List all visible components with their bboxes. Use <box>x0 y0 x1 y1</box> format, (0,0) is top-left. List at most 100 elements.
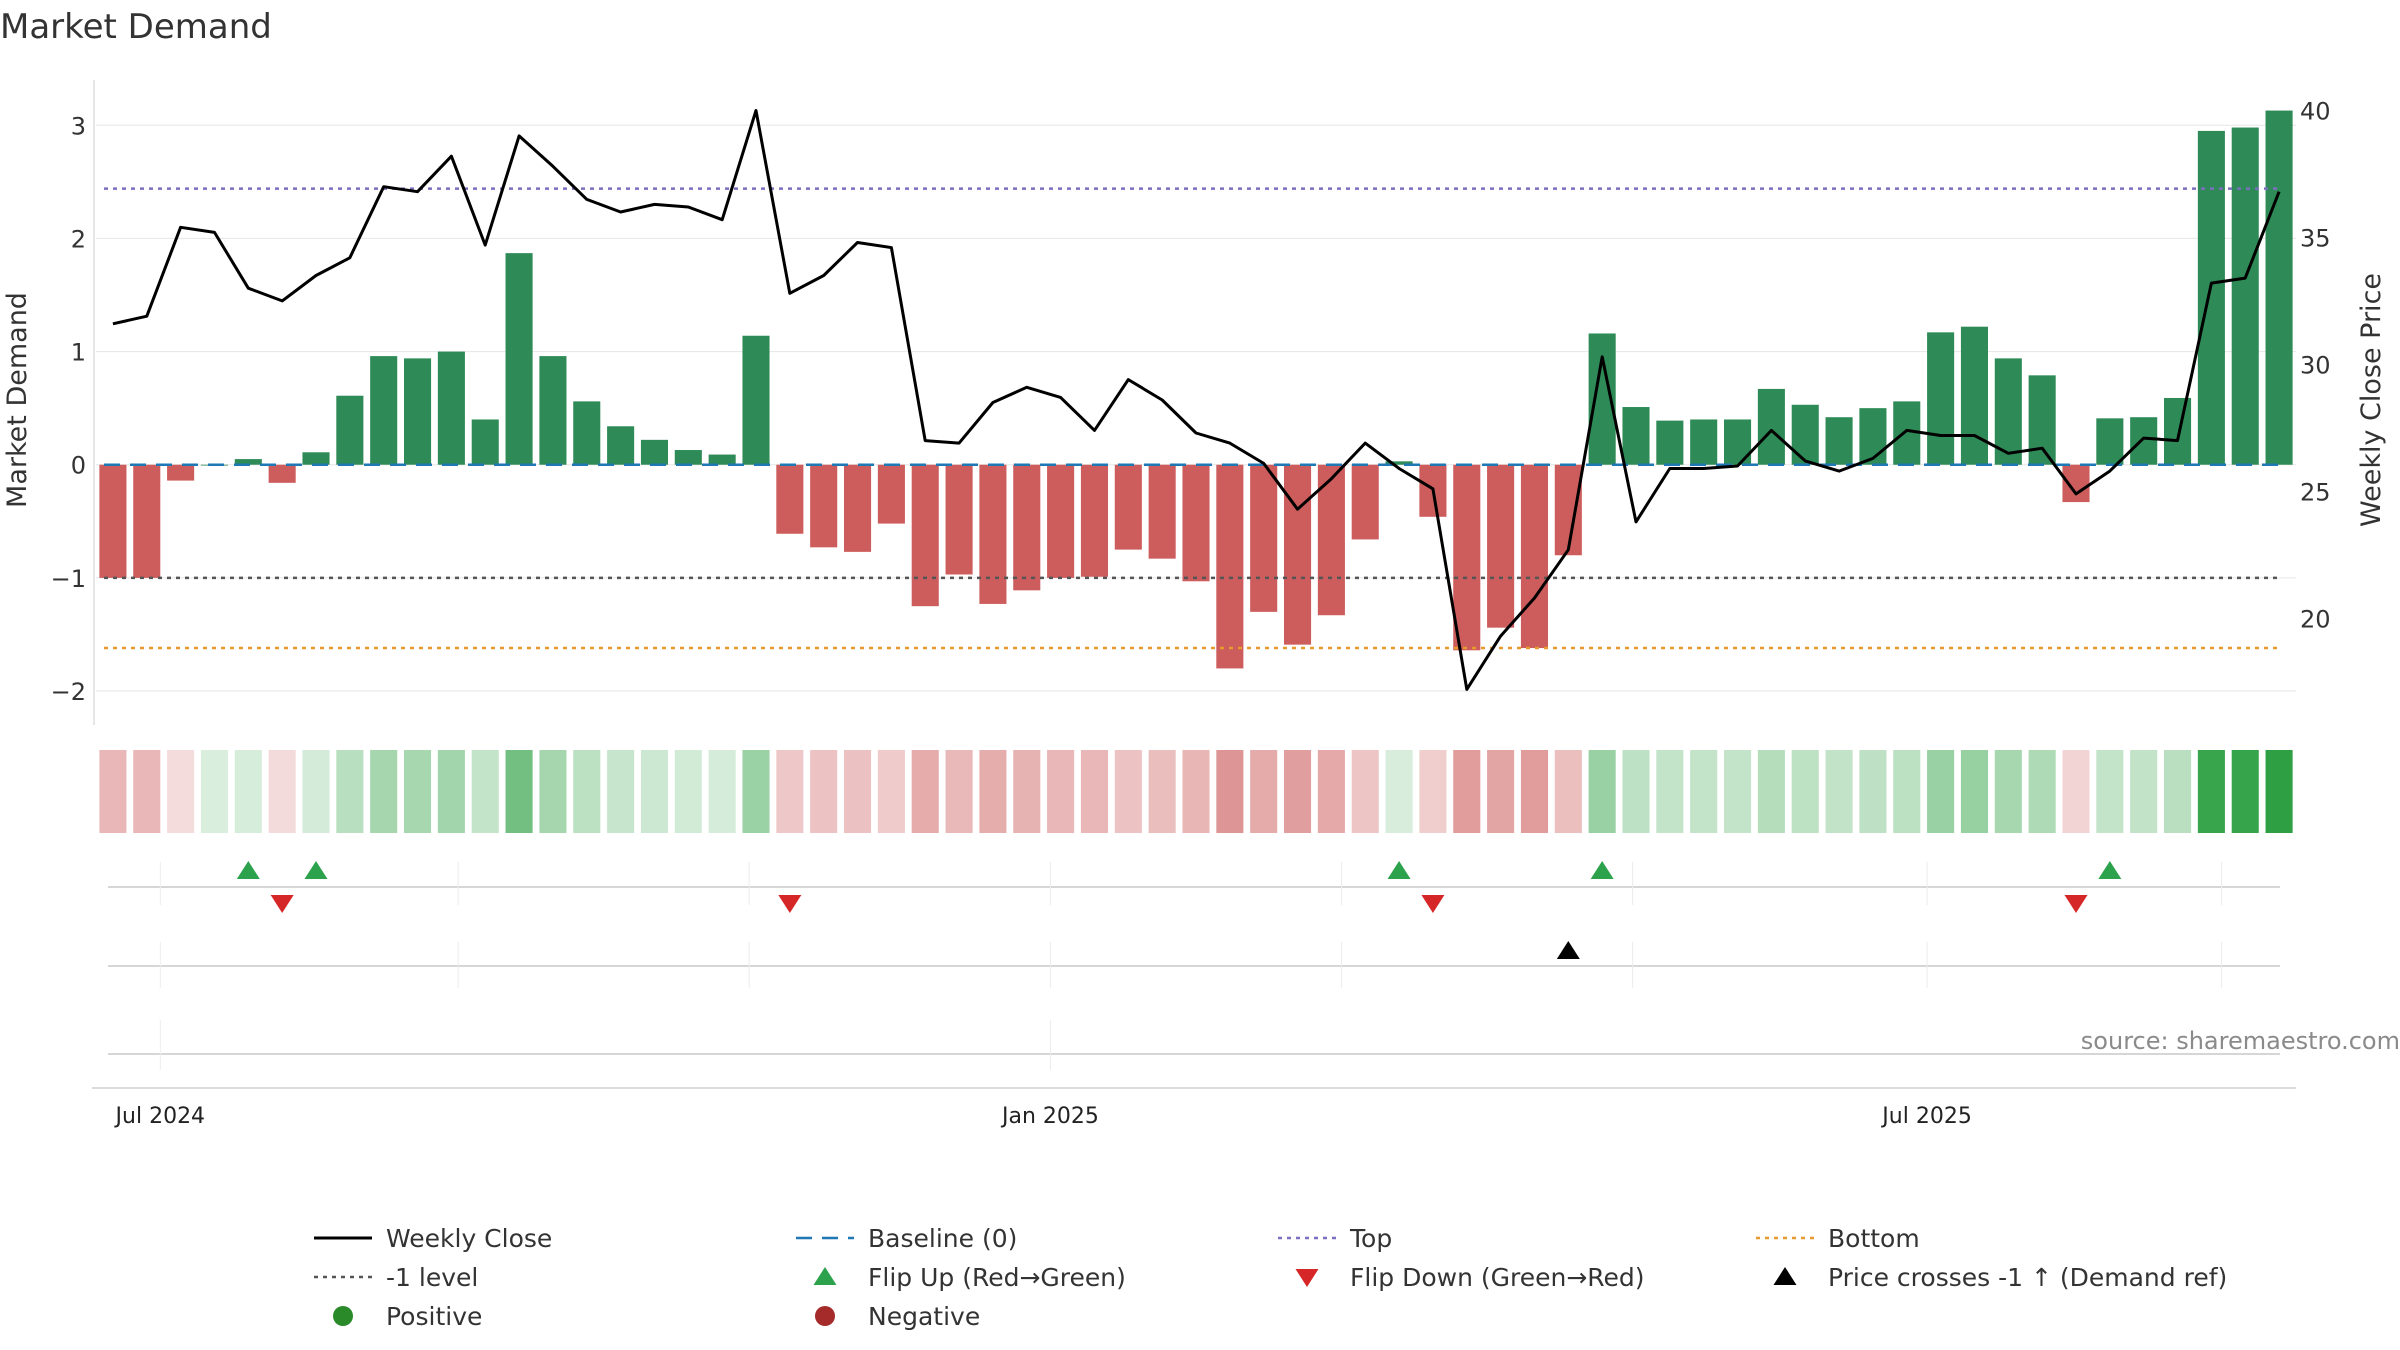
price-series <box>112 109 2281 691</box>
strip-cell <box>1216 750 1244 833</box>
negative-bar <box>1148 464 1176 559</box>
x-tick-label: Jan 2025 <box>1000 1104 1099 1129</box>
flip-up-marker <box>1590 861 1614 879</box>
strip-cell <box>1114 750 1142 833</box>
negative-bar <box>844 464 872 552</box>
strip-cell <box>336 750 364 833</box>
negative-bar <box>1520 464 1548 649</box>
negative-bar <box>877 464 905 524</box>
strip-cell <box>2197 750 2225 833</box>
negative-bar <box>1013 464 1041 591</box>
strip-cell <box>1080 750 1108 833</box>
flip-down-marker <box>2064 895 2088 913</box>
y-axis-label: Market Demand <box>2 292 33 508</box>
positive-bar <box>1859 408 1887 465</box>
positive-bar <box>742 335 770 465</box>
y-right-tick-label: 25 <box>2300 478 2331 506</box>
y-tick-label: 2 <box>71 225 86 253</box>
x-tick-label: Jul 2024 <box>114 1104 206 1129</box>
strip-cell <box>1250 750 1278 833</box>
y-tick-label: 1 <box>71 339 86 367</box>
legend-label: Positive <box>386 1302 482 1331</box>
positive-bar <box>708 454 736 465</box>
strip-cell <box>302 750 330 833</box>
negative-bar <box>776 464 804 534</box>
axes: −2 −1 0 1 2 3 20 25 30 35 40 <box>51 80 2331 1089</box>
flip-up-marker <box>2098 861 2122 879</box>
strip-cell <box>2062 750 2090 833</box>
legend-item: -1 level <box>314 1263 478 1292</box>
y-right-tick-label: 40 <box>2300 97 2331 125</box>
legend-swatch <box>815 1306 835 1326</box>
source-label: source: sharemaestro.com <box>2081 1027 2400 1055</box>
strip-cell <box>607 750 635 833</box>
strip-cell <box>2028 750 2056 833</box>
price-line <box>112 109 2281 691</box>
negative-bar <box>1487 464 1515 628</box>
legend-item: Baseline (0) <box>796 1224 1017 1253</box>
legend-swatch <box>1773 1267 1797 1285</box>
strip-cell <box>1385 750 1413 833</box>
strip-cell <box>844 750 872 833</box>
y-tick-label: −1 <box>51 565 86 593</box>
strip-cell <box>2096 750 2124 833</box>
strip-cell <box>1554 750 1582 833</box>
positive-bar <box>336 395 364 465</box>
positive-bar <box>2265 110 2293 465</box>
legend-swatch <box>1295 1269 1319 1287</box>
legend-swatch <box>333 1306 353 1326</box>
strip-cell <box>505 750 533 833</box>
strip-cell <box>1724 750 1752 833</box>
positive-bar <box>505 253 533 465</box>
strip-cell <box>742 750 770 833</box>
positive-bar <box>234 459 262 465</box>
strip-cell <box>1182 750 1210 833</box>
strip-cell <box>945 750 973 833</box>
strip-cell <box>1013 750 1041 833</box>
y-right-tick-label: 20 <box>2300 605 2331 633</box>
strip-cell <box>539 750 567 833</box>
negative-bar <box>1317 464 1345 616</box>
event-markers <box>108 861 2280 1070</box>
y-right-tick-label: 35 <box>2300 224 2331 252</box>
positive-bar <box>471 419 499 465</box>
legend-swatch <box>813 1267 837 1285</box>
strip-cell <box>1351 750 1379 833</box>
positive-bar <box>2028 375 2056 465</box>
price-cross-marker <box>1556 941 1580 959</box>
x-tick-label: Jul 2025 <box>1880 1104 1972 1129</box>
demand-bars <box>99 110 2293 669</box>
positive-bar <box>370 356 398 465</box>
positive-bar <box>404 358 432 465</box>
legend-label: Weekly Close <box>386 1224 552 1253</box>
flip-down-marker <box>1421 895 1445 913</box>
positive-bar <box>573 401 601 465</box>
strip-cell <box>99 750 127 833</box>
strip-cell <box>1757 750 1785 833</box>
positive-bar <box>302 452 330 465</box>
negative-bar <box>1216 464 1244 669</box>
negative-bar <box>1554 464 1582 556</box>
positive-bar <box>1791 404 1819 465</box>
strip-cell <box>2164 750 2192 833</box>
legend-label: Top <box>1349 1224 1392 1253</box>
strip-cell <box>1825 750 1853 833</box>
legend-label: Flip Down (Green→Red) <box>1350 1263 1645 1292</box>
strip-cell <box>1859 750 1887 833</box>
negative-bar <box>1250 464 1278 612</box>
positive-bar <box>437 351 465 465</box>
positive-bar <box>2130 417 2158 465</box>
negative-bar <box>1284 464 1312 645</box>
strip-cell <box>1893 750 1921 833</box>
negative-bar <box>1351 464 1379 540</box>
x-axis-ticks: Jul 2024 Jan 2025 Jul 2025 <box>114 1104 1972 1129</box>
positive-bar <box>2096 418 2124 465</box>
strip-cell <box>1148 750 1176 833</box>
positive-bar <box>2197 130 2225 465</box>
strip-cell <box>167 750 195 833</box>
strip-cell <box>133 750 161 833</box>
strip-cell <box>1656 750 1684 833</box>
strip-cell <box>1622 750 1650 833</box>
strip-cell <box>404 750 432 833</box>
